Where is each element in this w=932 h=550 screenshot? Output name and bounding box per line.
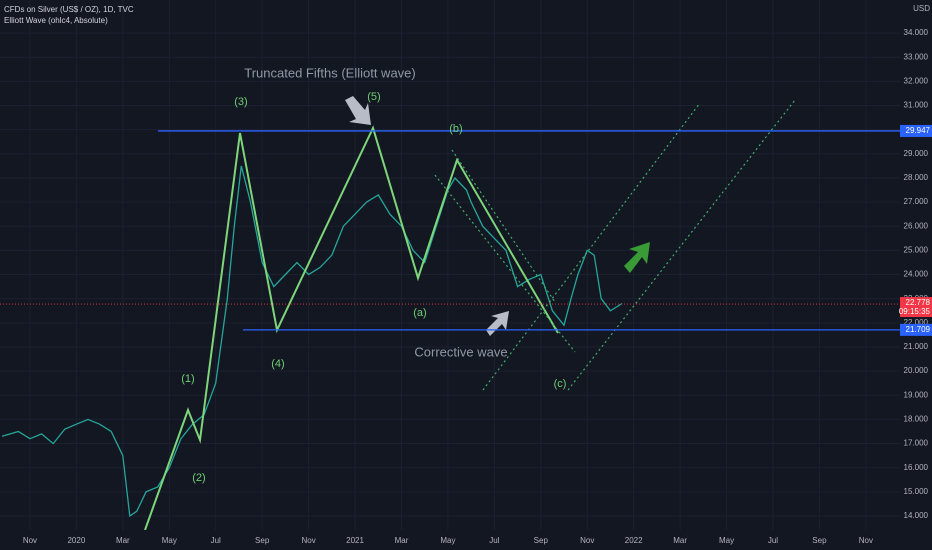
- level-label: 21.709: [906, 325, 931, 334]
- y-tick-label: 28.000: [904, 173, 929, 182]
- x-tick-label: Jul: [489, 536, 499, 545]
- annotation: Truncated Fifths (Elliott wave): [244, 65, 415, 80]
- annotation: (c): [554, 378, 567, 390]
- chart-subtitle: Elliott Wave (ohlc4, Absolute): [4, 16, 108, 25]
- arrow-down: [345, 96, 371, 125]
- arrow-up-green: [624, 242, 650, 273]
- current-price-label: 22.778: [906, 298, 931, 307]
- x-tick-label: Jul: [768, 536, 778, 545]
- y-tick-label: 31.000: [904, 101, 929, 110]
- x-tick-label: Nov: [580, 536, 594, 545]
- x-tick-label: Mar: [116, 536, 130, 545]
- annotation: Corrective wave: [414, 344, 507, 359]
- y-tick-label: 34.000: [904, 28, 929, 37]
- annotation: (1): [181, 373, 194, 385]
- x-tick-label: May: [162, 536, 177, 545]
- channel-line: [567, 99, 796, 391]
- y-tick-label: 18.000: [904, 415, 929, 424]
- channel-line: [451, 149, 556, 303]
- level-tag: [900, 124, 932, 137]
- y-tick-label: 29.000: [904, 149, 929, 158]
- x-tick-label: 2022: [625, 536, 643, 545]
- annotation: (b): [449, 123, 462, 135]
- y-tick-label: 27.000: [904, 197, 929, 206]
- x-tick-label: May: [719, 536, 734, 545]
- x-tick-label: Mar: [673, 536, 687, 545]
- price-axis: [900, 0, 932, 550]
- y-tick-label: 17.000: [904, 439, 929, 448]
- x-tick-label: 2020: [67, 536, 85, 545]
- price-line: [1, 165, 623, 518]
- annotation: (4): [271, 358, 284, 370]
- y-tick-label: 32.000: [904, 76, 929, 85]
- x-tick-label: Mar: [395, 536, 409, 545]
- x-tick-label: Jul: [211, 536, 221, 545]
- y-tick-label: 15.000: [904, 487, 929, 496]
- annotation: (2): [192, 472, 205, 484]
- y-tick-label: 26.000: [904, 221, 929, 230]
- y-tick-label: 25.000: [904, 246, 929, 255]
- x-tick-label: Sep: [812, 536, 827, 545]
- x-tick-label: Nov: [859, 536, 873, 545]
- level-tag: [900, 323, 932, 336]
- y-tick-label: 22.000: [904, 318, 929, 327]
- chart-title: CFDs on Silver (US$ / OZ), 1D, TVC: [4, 5, 134, 14]
- x-tick-label: Nov: [23, 536, 37, 545]
- y-tick-label: 20.000: [904, 366, 929, 375]
- x-tick-label: Sep: [255, 536, 270, 545]
- channel: [434, 99, 796, 391]
- x-tick-label: May: [440, 536, 455, 545]
- countdown: 09:15:35: [899, 307, 931, 316]
- level-label: 29.947: [906, 126, 931, 135]
- y-tick-label: 21.000: [904, 342, 929, 351]
- annotation: (a): [413, 307, 426, 319]
- annotation: (3): [234, 96, 247, 108]
- y-tick-label: 19.000: [904, 390, 929, 399]
- x-tick-label: Nov: [301, 536, 315, 545]
- x-tick-label: 2021: [346, 536, 364, 545]
- y-tick-label: 33.000: [904, 52, 929, 61]
- y-unit: USD: [913, 4, 930, 13]
- y-tick-label: 24.000: [904, 270, 929, 279]
- current-price-tag: [900, 297, 932, 318]
- y-tick-label: 16.000: [904, 463, 929, 472]
- x-tick-label: Sep: [534, 536, 549, 545]
- y-tick-label: 14.000: [904, 511, 929, 520]
- time-axis: [0, 530, 932, 550]
- annotation: (5): [367, 91, 380, 103]
